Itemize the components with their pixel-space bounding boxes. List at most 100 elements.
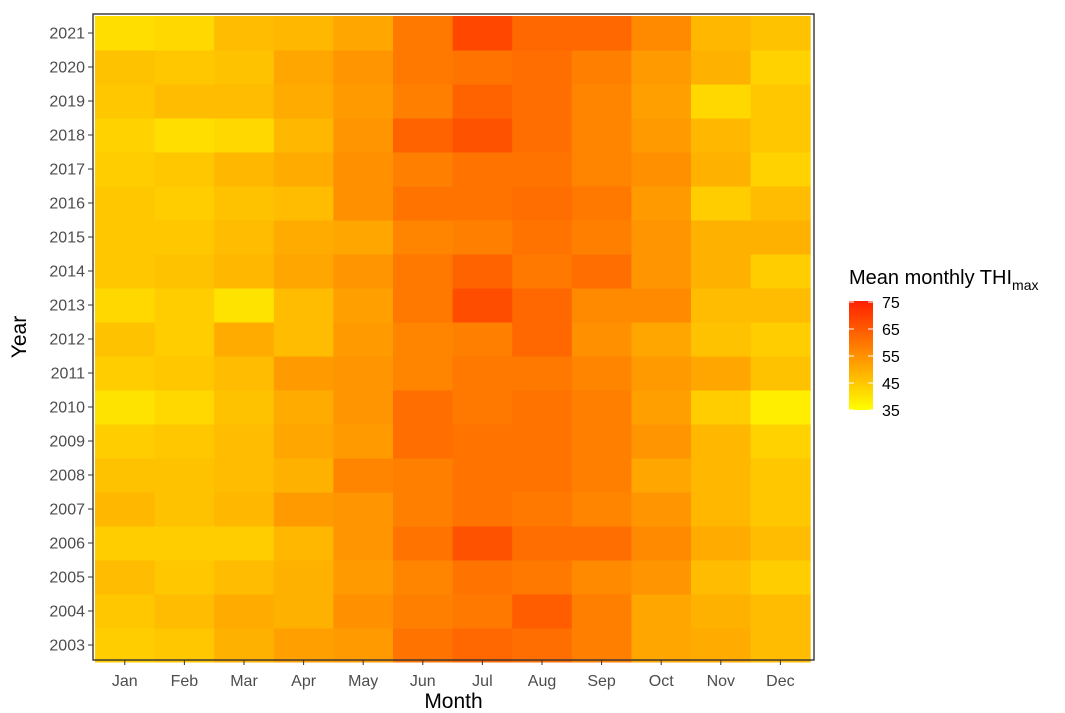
heatmap-cell-2019-aug bbox=[512, 84, 573, 119]
heatmap-cell-2013-nov bbox=[691, 288, 752, 323]
heatmap-cell-2018-sep bbox=[571, 118, 632, 153]
heatmap-cell-2006-dec bbox=[750, 526, 811, 561]
heatmap-cell-2005-jan bbox=[95, 560, 156, 595]
heatmap-cell-2014-oct bbox=[631, 254, 692, 289]
heatmap-cell-2016-sep bbox=[571, 186, 632, 221]
heatmap-cell-2004-feb bbox=[154, 594, 215, 629]
heatmap-cell-2010-feb bbox=[154, 390, 215, 425]
heatmap-cell-2016-may bbox=[333, 186, 394, 221]
heatmap-cell-2013-feb bbox=[154, 288, 215, 323]
heatmap-cell-2020-aug bbox=[512, 50, 573, 85]
heatmap-cell-2017-dec bbox=[750, 152, 811, 187]
heatmap-cell-2018-nov bbox=[691, 118, 752, 153]
heatmap-cell-2011-may bbox=[333, 356, 394, 391]
heatmap-cell-2018-apr bbox=[273, 118, 334, 153]
heatmap-cell-2020-jun bbox=[393, 50, 454, 85]
heatmap-cell-2008-apr bbox=[273, 458, 334, 493]
heatmap-cell-2015-feb bbox=[154, 220, 215, 255]
heatmap-cell-2015-dec bbox=[750, 220, 811, 255]
heatmap-cell-2009-apr bbox=[273, 424, 334, 459]
y-tick-label-2005: 2005 bbox=[49, 570, 85, 587]
heatmap-cell-2011-sep bbox=[571, 356, 632, 391]
heatmap-cell-2004-jul bbox=[452, 594, 513, 629]
heatmap-cell-2020-may bbox=[333, 50, 394, 85]
x-tick-label-sep: Sep bbox=[587, 673, 616, 690]
x-tick-label-dec: Dec bbox=[766, 673, 794, 690]
heatmap-cell-2006-apr bbox=[273, 526, 334, 561]
heatmap-cell-2009-aug bbox=[512, 424, 573, 459]
legend-label-35: 35 bbox=[882, 403, 900, 420]
heatmap-cell-2013-jun bbox=[393, 288, 454, 323]
x-axis: Jan Feb Mar Apr May Jun Jul Aug Sep Oct Nov Dec bbox=[112, 660, 795, 690]
heatmap-cell-2008-dec bbox=[750, 458, 811, 493]
x-tick-label-jun: Jun bbox=[410, 673, 436, 690]
heatmap-cell-2008-aug bbox=[512, 458, 573, 493]
heatmap-cell-2005-mar bbox=[214, 560, 275, 595]
heatmap-cell-2011-mar bbox=[214, 356, 275, 391]
heatmap-cell-2010-jun bbox=[393, 390, 454, 425]
heatmap-cell-2010-apr bbox=[273, 390, 334, 425]
heatmap-cell-2011-jun bbox=[393, 356, 454, 391]
heatmap-cell-2006-nov bbox=[691, 526, 752, 561]
heatmap-cell-2013-may bbox=[333, 288, 394, 323]
heatmap-cell-2011-jul bbox=[452, 356, 513, 391]
heatmap-cell-2021-mar bbox=[214, 16, 275, 51]
heatmap-cell-2013-apr bbox=[273, 288, 334, 323]
heatmap-cell-2017-jun bbox=[393, 152, 454, 187]
heatmap-cell-2015-may bbox=[333, 220, 394, 255]
heatmap-cell-2010-nov bbox=[691, 390, 752, 425]
heatmap-cell-2012-may bbox=[333, 322, 394, 357]
heatmap-cell-2005-jul bbox=[452, 560, 513, 595]
heatmap-cell-2016-jul bbox=[452, 186, 513, 221]
heatmap-cell-2019-may bbox=[333, 84, 394, 119]
heatmap-cell-2004-nov bbox=[691, 594, 752, 629]
heatmap-cell-2018-jan bbox=[95, 118, 156, 153]
heatmap-cell-2006-oct bbox=[631, 526, 692, 561]
heatmap-cell-2006-feb bbox=[154, 526, 215, 561]
heatmap-cell-2003-apr bbox=[273, 628, 334, 663]
heatmap-cell-2009-sep bbox=[571, 424, 632, 459]
heatmap-cell-2007-jul bbox=[452, 492, 513, 527]
heatmap-cell-2007-feb bbox=[154, 492, 215, 527]
y-axis: 2003 2004 2005 2006 2007 2008 2009 2010 2011 2012… bbox=[49, 26, 93, 655]
heatmap-cell-2006-sep bbox=[571, 526, 632, 561]
heatmap-cell-2014-apr bbox=[273, 254, 334, 289]
heatmap-cell-2007-aug bbox=[512, 492, 573, 527]
heatmap-cell-2003-nov bbox=[691, 628, 752, 663]
x-tick-label-oct: Oct bbox=[649, 673, 674, 690]
heatmap-cell-2009-oct bbox=[631, 424, 692, 459]
heatmap-cell-2021-jul bbox=[452, 16, 513, 51]
heatmap-cell-2004-jan bbox=[95, 594, 156, 629]
heatmap-cell-2005-apr bbox=[273, 560, 334, 595]
x-tick-label-feb: Feb bbox=[171, 673, 199, 690]
y-tick-label-2007: 2007 bbox=[49, 502, 85, 519]
heatmap-cell-2008-mar bbox=[214, 458, 275, 493]
heatmap-cell-2008-feb bbox=[154, 458, 215, 493]
heatmap-cell-2017-feb bbox=[154, 152, 215, 187]
heatmap-cell-2012-jul bbox=[452, 322, 513, 357]
heatmap-cell-2015-nov bbox=[691, 220, 752, 255]
heatmap-cell-2015-aug bbox=[512, 220, 573, 255]
heatmap-cell-2003-jun bbox=[393, 628, 454, 663]
heatmap-cell-2020-apr bbox=[273, 50, 334, 85]
heatmap-cell-2015-sep bbox=[571, 220, 632, 255]
heatmap-cell-2016-jun bbox=[393, 186, 454, 221]
heatmap-cell-2009-may bbox=[333, 424, 394, 459]
heatmap-cell-2017-jan bbox=[95, 152, 156, 187]
heatmap-cell-2021-feb bbox=[154, 16, 215, 51]
heatmap-cell-2010-dec bbox=[750, 390, 811, 425]
heatmap-cell-2009-feb bbox=[154, 424, 215, 459]
heatmap-cell-2017-sep bbox=[571, 152, 632, 187]
heatmap-cell-2012-nov bbox=[691, 322, 752, 357]
heatmap-cell-2019-apr bbox=[273, 84, 334, 119]
heatmap-cell-2015-apr bbox=[273, 220, 334, 255]
heatmap-cell-2004-oct bbox=[631, 594, 692, 629]
x-tick-label-jul: Jul bbox=[472, 673, 492, 690]
heatmap-cell-2005-nov bbox=[691, 560, 752, 595]
y-tick-label-2006: 2006 bbox=[49, 536, 85, 553]
heatmap-cell-2020-nov bbox=[691, 50, 752, 85]
heatmap-cell-2015-mar bbox=[214, 220, 275, 255]
heatmap-cell-2003-may bbox=[333, 628, 394, 663]
heatmap-cell-2003-jan bbox=[95, 628, 156, 663]
heatmap-cell-2003-dec bbox=[750, 628, 811, 663]
